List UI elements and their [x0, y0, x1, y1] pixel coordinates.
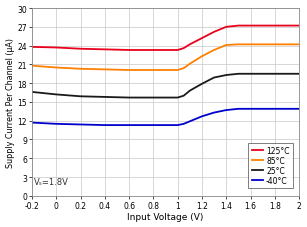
25°C	[212, 77, 216, 79]
-40°C	[176, 124, 180, 127]
25°C	[127, 97, 131, 99]
125°C	[30, 46, 34, 49]
-40°C	[285, 108, 289, 111]
Line: 85°C: 85°C	[32, 45, 299, 71]
-40°C	[200, 116, 204, 118]
25°C	[79, 96, 82, 98]
25°C	[297, 73, 301, 76]
Y-axis label: Supply Current Per Channel (μA): Supply Current Per Channel (μA)	[6, 38, 14, 167]
125°C	[224, 26, 228, 29]
-40°C	[103, 124, 107, 127]
25°C	[188, 90, 192, 93]
125°C	[182, 47, 185, 50]
-40°C	[79, 123, 82, 126]
125°C	[297, 25, 301, 28]
Line: 125°C: 125°C	[32, 27, 299, 51]
25°C	[249, 73, 252, 76]
85°C	[182, 67, 185, 70]
85°C	[200, 56, 204, 58]
125°C	[188, 44, 192, 47]
125°C	[236, 25, 240, 28]
-40°C	[236, 108, 240, 111]
25°C	[261, 73, 265, 76]
85°C	[79, 68, 82, 71]
-40°C	[188, 121, 192, 123]
Line: 25°C: 25°C	[32, 74, 299, 98]
85°C	[297, 44, 301, 47]
-40°C	[127, 124, 131, 127]
-40°C	[224, 109, 228, 112]
125°C	[79, 48, 82, 51]
125°C	[200, 37, 204, 40]
85°C	[54, 67, 58, 69]
85°C	[152, 69, 155, 72]
25°C	[200, 83, 204, 86]
85°C	[224, 44, 228, 47]
125°C	[54, 47, 58, 50]
85°C	[285, 44, 289, 47]
X-axis label: Input Voltage (V): Input Voltage (V)	[127, 212, 204, 222]
25°C	[103, 96, 107, 99]
-40°C	[54, 123, 58, 126]
85°C	[261, 44, 265, 47]
-40°C	[182, 123, 185, 126]
25°C	[30, 91, 34, 94]
85°C	[249, 44, 252, 47]
125°C	[103, 49, 107, 52]
125°C	[127, 49, 131, 52]
-40°C	[261, 108, 265, 111]
125°C	[261, 25, 265, 28]
85°C	[176, 69, 180, 72]
125°C	[152, 49, 155, 52]
Text: Vₛ=1.8V: Vₛ=1.8V	[34, 178, 69, 187]
Legend: 125°C, 85°C, 25°C, -40°C: 125°C, 85°C, 25°C, -40°C	[248, 143, 293, 188]
-40°C	[273, 108, 277, 111]
25°C	[236, 73, 240, 76]
125°C	[249, 25, 252, 28]
85°C	[30, 65, 34, 68]
25°C	[182, 95, 185, 98]
-40°C	[249, 108, 252, 111]
85°C	[273, 44, 277, 47]
25°C	[54, 94, 58, 96]
85°C	[103, 69, 107, 72]
-40°C	[30, 122, 34, 124]
125°C	[212, 31, 216, 34]
85°C	[188, 63, 192, 66]
25°C	[285, 73, 289, 76]
-40°C	[212, 112, 216, 114]
85°C	[236, 44, 240, 47]
25°C	[152, 97, 155, 99]
125°C	[273, 25, 277, 28]
85°C	[127, 69, 131, 72]
Line: -40°C: -40°C	[32, 109, 299, 126]
25°C	[224, 74, 228, 77]
25°C	[176, 97, 180, 99]
25°C	[273, 73, 277, 76]
85°C	[212, 49, 216, 52]
125°C	[285, 25, 289, 28]
-40°C	[152, 124, 155, 127]
-40°C	[297, 108, 301, 111]
125°C	[176, 49, 180, 52]
